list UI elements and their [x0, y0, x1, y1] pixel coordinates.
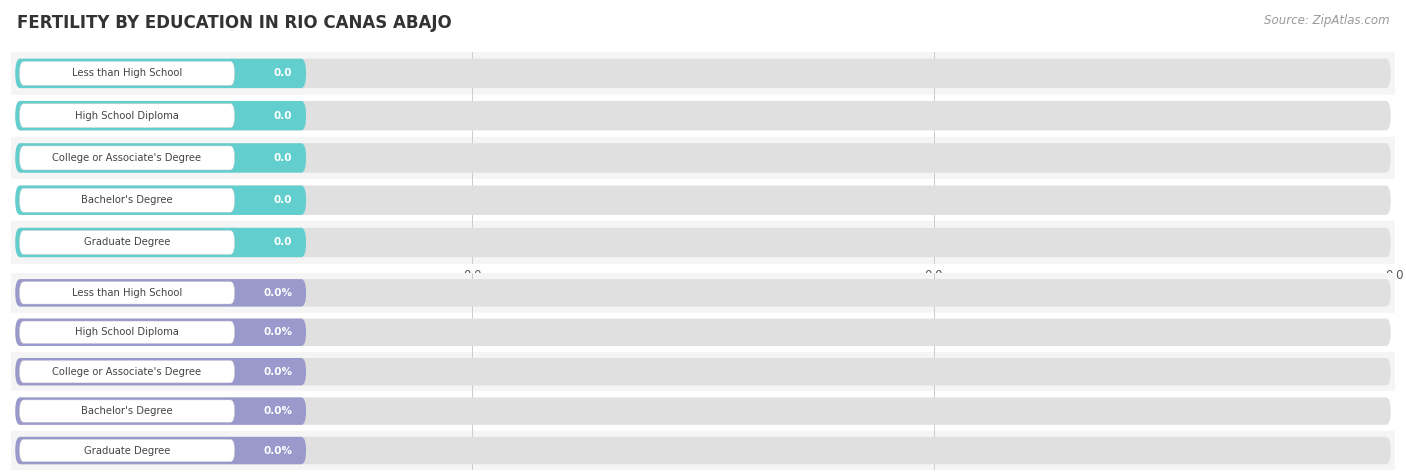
- Text: FERTILITY BY EDUCATION IN RIO CANAS ABAJO: FERTILITY BY EDUCATION IN RIO CANAS ABAJ…: [17, 14, 451, 32]
- FancyBboxPatch shape: [15, 319, 1391, 346]
- Text: 0.0%: 0.0%: [263, 406, 292, 416]
- Text: Graduate Degree: Graduate Degree: [84, 238, 170, 247]
- FancyBboxPatch shape: [15, 279, 1391, 306]
- FancyBboxPatch shape: [15, 186, 307, 215]
- FancyBboxPatch shape: [15, 437, 1391, 464]
- FancyBboxPatch shape: [20, 146, 235, 170]
- Bar: [11, 391, 1395, 431]
- Text: 0.0: 0.0: [274, 195, 292, 205]
- Text: 0.0: 0.0: [274, 68, 292, 78]
- Bar: [11, 221, 1395, 264]
- FancyBboxPatch shape: [15, 398, 1391, 425]
- Text: Less than High School: Less than High School: [72, 288, 183, 298]
- Text: 0.0%: 0.0%: [263, 327, 292, 337]
- Bar: [11, 179, 1395, 221]
- FancyBboxPatch shape: [15, 319, 307, 346]
- FancyBboxPatch shape: [15, 143, 1391, 172]
- FancyBboxPatch shape: [15, 186, 1391, 215]
- Bar: [11, 52, 1395, 95]
- FancyBboxPatch shape: [20, 439, 235, 462]
- Text: 0.0%: 0.0%: [263, 446, 292, 456]
- Text: 0.0: 0.0: [274, 153, 292, 163]
- Bar: [11, 137, 1395, 179]
- Text: Bachelor's Degree: Bachelor's Degree: [82, 195, 173, 205]
- Bar: [11, 95, 1395, 137]
- FancyBboxPatch shape: [20, 104, 235, 128]
- FancyBboxPatch shape: [20, 61, 235, 86]
- FancyBboxPatch shape: [20, 188, 235, 212]
- Text: 0.0: 0.0: [274, 238, 292, 247]
- FancyBboxPatch shape: [15, 398, 307, 425]
- FancyBboxPatch shape: [20, 230, 235, 255]
- FancyBboxPatch shape: [15, 101, 1391, 130]
- Text: High School Diploma: High School Diploma: [75, 111, 179, 121]
- Text: 0.0%: 0.0%: [263, 288, 292, 298]
- Text: Less than High School: Less than High School: [72, 68, 183, 78]
- FancyBboxPatch shape: [20, 400, 235, 422]
- Text: Source: ZipAtlas.com: Source: ZipAtlas.com: [1264, 14, 1389, 27]
- Bar: [11, 313, 1395, 352]
- FancyBboxPatch shape: [15, 358, 307, 385]
- Text: 0.0%: 0.0%: [263, 367, 292, 377]
- Bar: [11, 352, 1395, 391]
- Text: College or Associate's Degree: College or Associate's Degree: [52, 153, 201, 163]
- FancyBboxPatch shape: [15, 143, 307, 172]
- FancyBboxPatch shape: [15, 228, 307, 257]
- FancyBboxPatch shape: [15, 59, 1391, 88]
- FancyBboxPatch shape: [15, 228, 1391, 257]
- Bar: [11, 431, 1395, 470]
- FancyBboxPatch shape: [15, 279, 307, 306]
- Text: Graduate Degree: Graduate Degree: [84, 446, 170, 456]
- FancyBboxPatch shape: [15, 59, 307, 88]
- Text: 0.0: 0.0: [274, 111, 292, 121]
- FancyBboxPatch shape: [15, 358, 1391, 385]
- FancyBboxPatch shape: [20, 282, 235, 304]
- FancyBboxPatch shape: [20, 361, 235, 383]
- FancyBboxPatch shape: [20, 321, 235, 343]
- Text: College or Associate's Degree: College or Associate's Degree: [52, 367, 201, 377]
- FancyBboxPatch shape: [15, 437, 307, 464]
- Text: High School Diploma: High School Diploma: [75, 327, 179, 337]
- Text: Bachelor's Degree: Bachelor's Degree: [82, 406, 173, 416]
- FancyBboxPatch shape: [15, 101, 307, 130]
- Bar: [11, 273, 1395, 313]
